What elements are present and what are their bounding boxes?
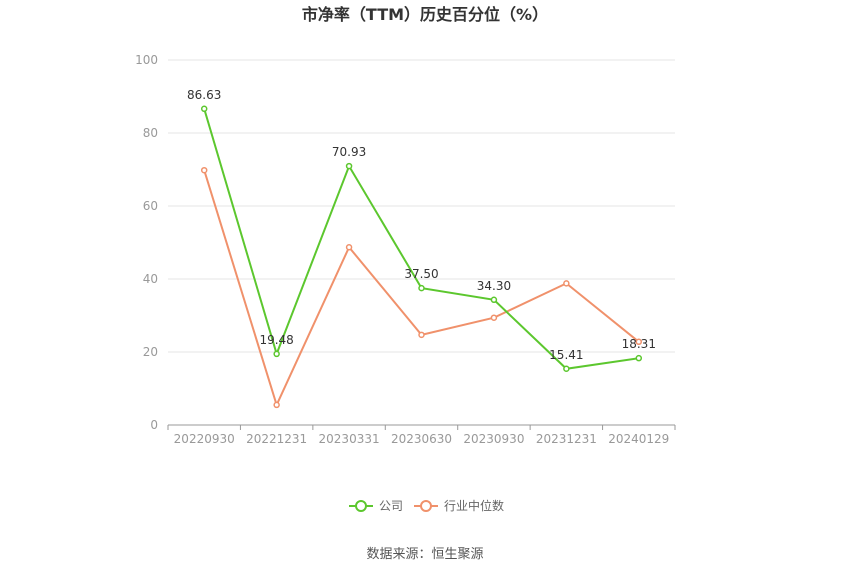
x-tick-label: 20221231 (246, 432, 307, 446)
data-point (200, 105, 208, 113)
data-point (345, 162, 353, 170)
legend-swatch-marker (420, 500, 432, 512)
x-tick-label: 20220930 (174, 432, 235, 446)
legend-item-1[interactable]: 行业中位数 (414, 498, 504, 513)
legend-label: 行业中位数 (444, 498, 504, 513)
y-tick-label: 80 (143, 126, 158, 140)
y-tick-label: 0 (150, 418, 158, 432)
grid (168, 59, 675, 353)
series-layer (200, 105, 643, 409)
data-point (345, 243, 353, 251)
y-tick-label: 20 (143, 345, 158, 359)
y-tick-label: 40 (143, 272, 158, 286)
data-label: 86.63 (187, 88, 221, 102)
x-tick-label: 20230930 (463, 432, 524, 446)
x-tick-label: 20230630 (391, 432, 452, 446)
data-point (490, 296, 498, 304)
y-tick-label: 100 (135, 53, 158, 67)
data-point (563, 280, 570, 287)
data-point (563, 365, 570, 373)
axis: 0 20 40 60 80 100 20220930 20221231 20230331 2023… (135, 53, 676, 446)
legend[interactable]: 公司 行业中位数 (349, 498, 504, 513)
data-label: 70.93 (332, 145, 366, 159)
data-point (418, 284, 425, 292)
data-label: 18.31 (622, 337, 656, 351)
x-tick-label: 20240129 (608, 432, 669, 446)
data-point (490, 314, 498, 321)
series-line-0 (203, 108, 639, 370)
y-tick-label: 60 (143, 199, 158, 213)
data-point (200, 166, 208, 174)
data-point (635, 338, 643, 346)
source-note: 数据来源：恒生聚源 (366, 547, 483, 562)
legend-label: 公司 (379, 499, 403, 513)
data-label: 19.48 (259, 333, 293, 347)
legend-swatch-marker (355, 500, 367, 512)
chart-title: 市净率（TTM）历史百分位（%） (302, 5, 548, 24)
data-label: 15.41 (549, 348, 583, 362)
x-tick-label: 20231231 (536, 432, 597, 446)
data-point (418, 331, 425, 339)
data-point (273, 350, 280, 358)
data-label: 37.50 (404, 267, 438, 281)
data-labels: 86.63 19.48 70.93 37.50 34.30 15.41 18.31 (187, 88, 656, 362)
legend-item-0[interactable]: 公司 (349, 499, 403, 513)
data-point (635, 354, 643, 362)
data-point (273, 401, 280, 409)
x-tick-label: 20230331 (319, 432, 380, 446)
data-label: 34.30 (477, 279, 511, 293)
